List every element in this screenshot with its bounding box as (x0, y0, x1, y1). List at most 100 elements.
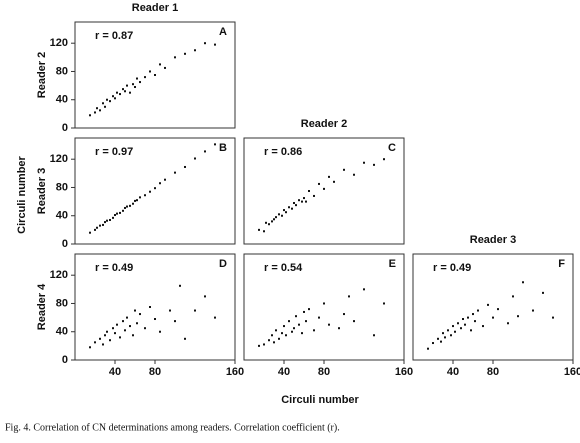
scatter-point (136, 199, 138, 202)
scatter-point (109, 100, 111, 103)
scatter-point (552, 316, 554, 319)
scatter-point (333, 180, 335, 183)
panel-letter: C (388, 142, 396, 154)
scatter-point (194, 49, 196, 52)
scatter-point (154, 187, 156, 190)
scatter-point (268, 339, 270, 342)
scatter-point (265, 221, 267, 224)
scatter-point (343, 313, 345, 316)
scatter-point (285, 211, 287, 214)
scatter-point (164, 66, 166, 69)
scatter-point (124, 329, 126, 332)
x-tick-label: 80 (487, 366, 499, 378)
scatter-point (159, 330, 161, 333)
scatter-point (301, 332, 303, 335)
scatter-point (134, 199, 136, 202)
scatter-point (96, 107, 98, 110)
scatter-point (318, 316, 320, 319)
scatter-point (293, 202, 295, 205)
scatter-point (373, 163, 375, 166)
scatter-point (214, 43, 216, 46)
scatter-point (298, 199, 300, 202)
scatter-point (472, 313, 474, 316)
scatter-point (507, 322, 509, 325)
scatter-point (283, 325, 285, 328)
scatter-point (179, 284, 181, 287)
scatter-point (467, 316, 469, 319)
scatter-point (278, 213, 280, 216)
scatter-point (263, 343, 265, 346)
scatter-point (460, 327, 462, 330)
scatter-point (268, 223, 270, 226)
scatter-point (116, 91, 118, 94)
scatter-point (288, 320, 290, 323)
scatter-point (482, 325, 484, 328)
scatter-point (96, 226, 98, 229)
scatter-point (99, 337, 101, 340)
scatter-point (126, 205, 128, 208)
y-tick-label: 120 (50, 37, 68, 49)
scatter-point (313, 329, 315, 332)
scatter-point (204, 295, 206, 298)
scatter-point (126, 84, 128, 87)
scatter-point (102, 343, 104, 346)
y-axis-label: Circuli number (16, 155, 28, 233)
scatter-point (271, 220, 273, 223)
scatter-point (487, 303, 489, 306)
scatter-point (437, 337, 439, 340)
x-axis-label: Circuli number (281, 394, 359, 406)
scatter-point (184, 165, 186, 168)
plot-frame (243, 137, 405, 245)
scatter-point (122, 320, 124, 323)
x-tick-label: 40 (278, 366, 290, 378)
scatter-point (440, 340, 442, 343)
scatter-point (144, 327, 146, 330)
scatter-point (301, 200, 303, 203)
r-annotation: r = 0.49 (95, 262, 133, 274)
panel-letter: F (558, 258, 565, 270)
scatter-point (305, 320, 307, 323)
scatter-point (295, 315, 297, 318)
scatter-point (328, 323, 330, 326)
scatter-point (114, 332, 116, 335)
scatter-point (447, 329, 449, 332)
scatter-point (89, 346, 91, 349)
scatter-point (278, 337, 280, 340)
y-tick-label: 120 (50, 153, 68, 165)
scatter-point (136, 77, 138, 80)
y-tick-label: 80 (56, 297, 68, 309)
scatter-point (303, 310, 305, 313)
x-tick-label: 160 (564, 366, 580, 378)
scatter-point (184, 52, 186, 55)
y-tick-label: 120 (50, 269, 68, 281)
scatter-point (169, 309, 171, 312)
scatter-point (313, 194, 315, 197)
scatter-point (298, 323, 300, 326)
scatter-point (134, 86, 136, 89)
scatter-point (263, 230, 265, 233)
scatter-point (109, 339, 111, 342)
scatter-point (427, 347, 429, 350)
scatter-point (281, 214, 283, 217)
scatter-point (139, 196, 141, 199)
scatter-point (149, 190, 151, 193)
scatter-point (184, 337, 186, 340)
scatter-point (104, 221, 106, 224)
scatter-point (89, 114, 91, 117)
scatter-point (457, 322, 459, 325)
scatter-point (305, 200, 307, 203)
scatter-point (174, 171, 176, 174)
scatter-point (106, 219, 108, 222)
scatter-point (328, 175, 330, 178)
scatter-point (174, 320, 176, 323)
scatter-point (532, 309, 534, 312)
scatter-point (149, 306, 151, 308)
x-tick-label: 80 (149, 366, 161, 378)
scatter-point (114, 97, 116, 100)
scatter-point (343, 168, 345, 171)
scatter-point (106, 98, 108, 101)
scatter-point (522, 281, 524, 284)
scatter-point (477, 309, 479, 312)
scatter-point (132, 202, 134, 205)
scatter-point (474, 320, 476, 323)
